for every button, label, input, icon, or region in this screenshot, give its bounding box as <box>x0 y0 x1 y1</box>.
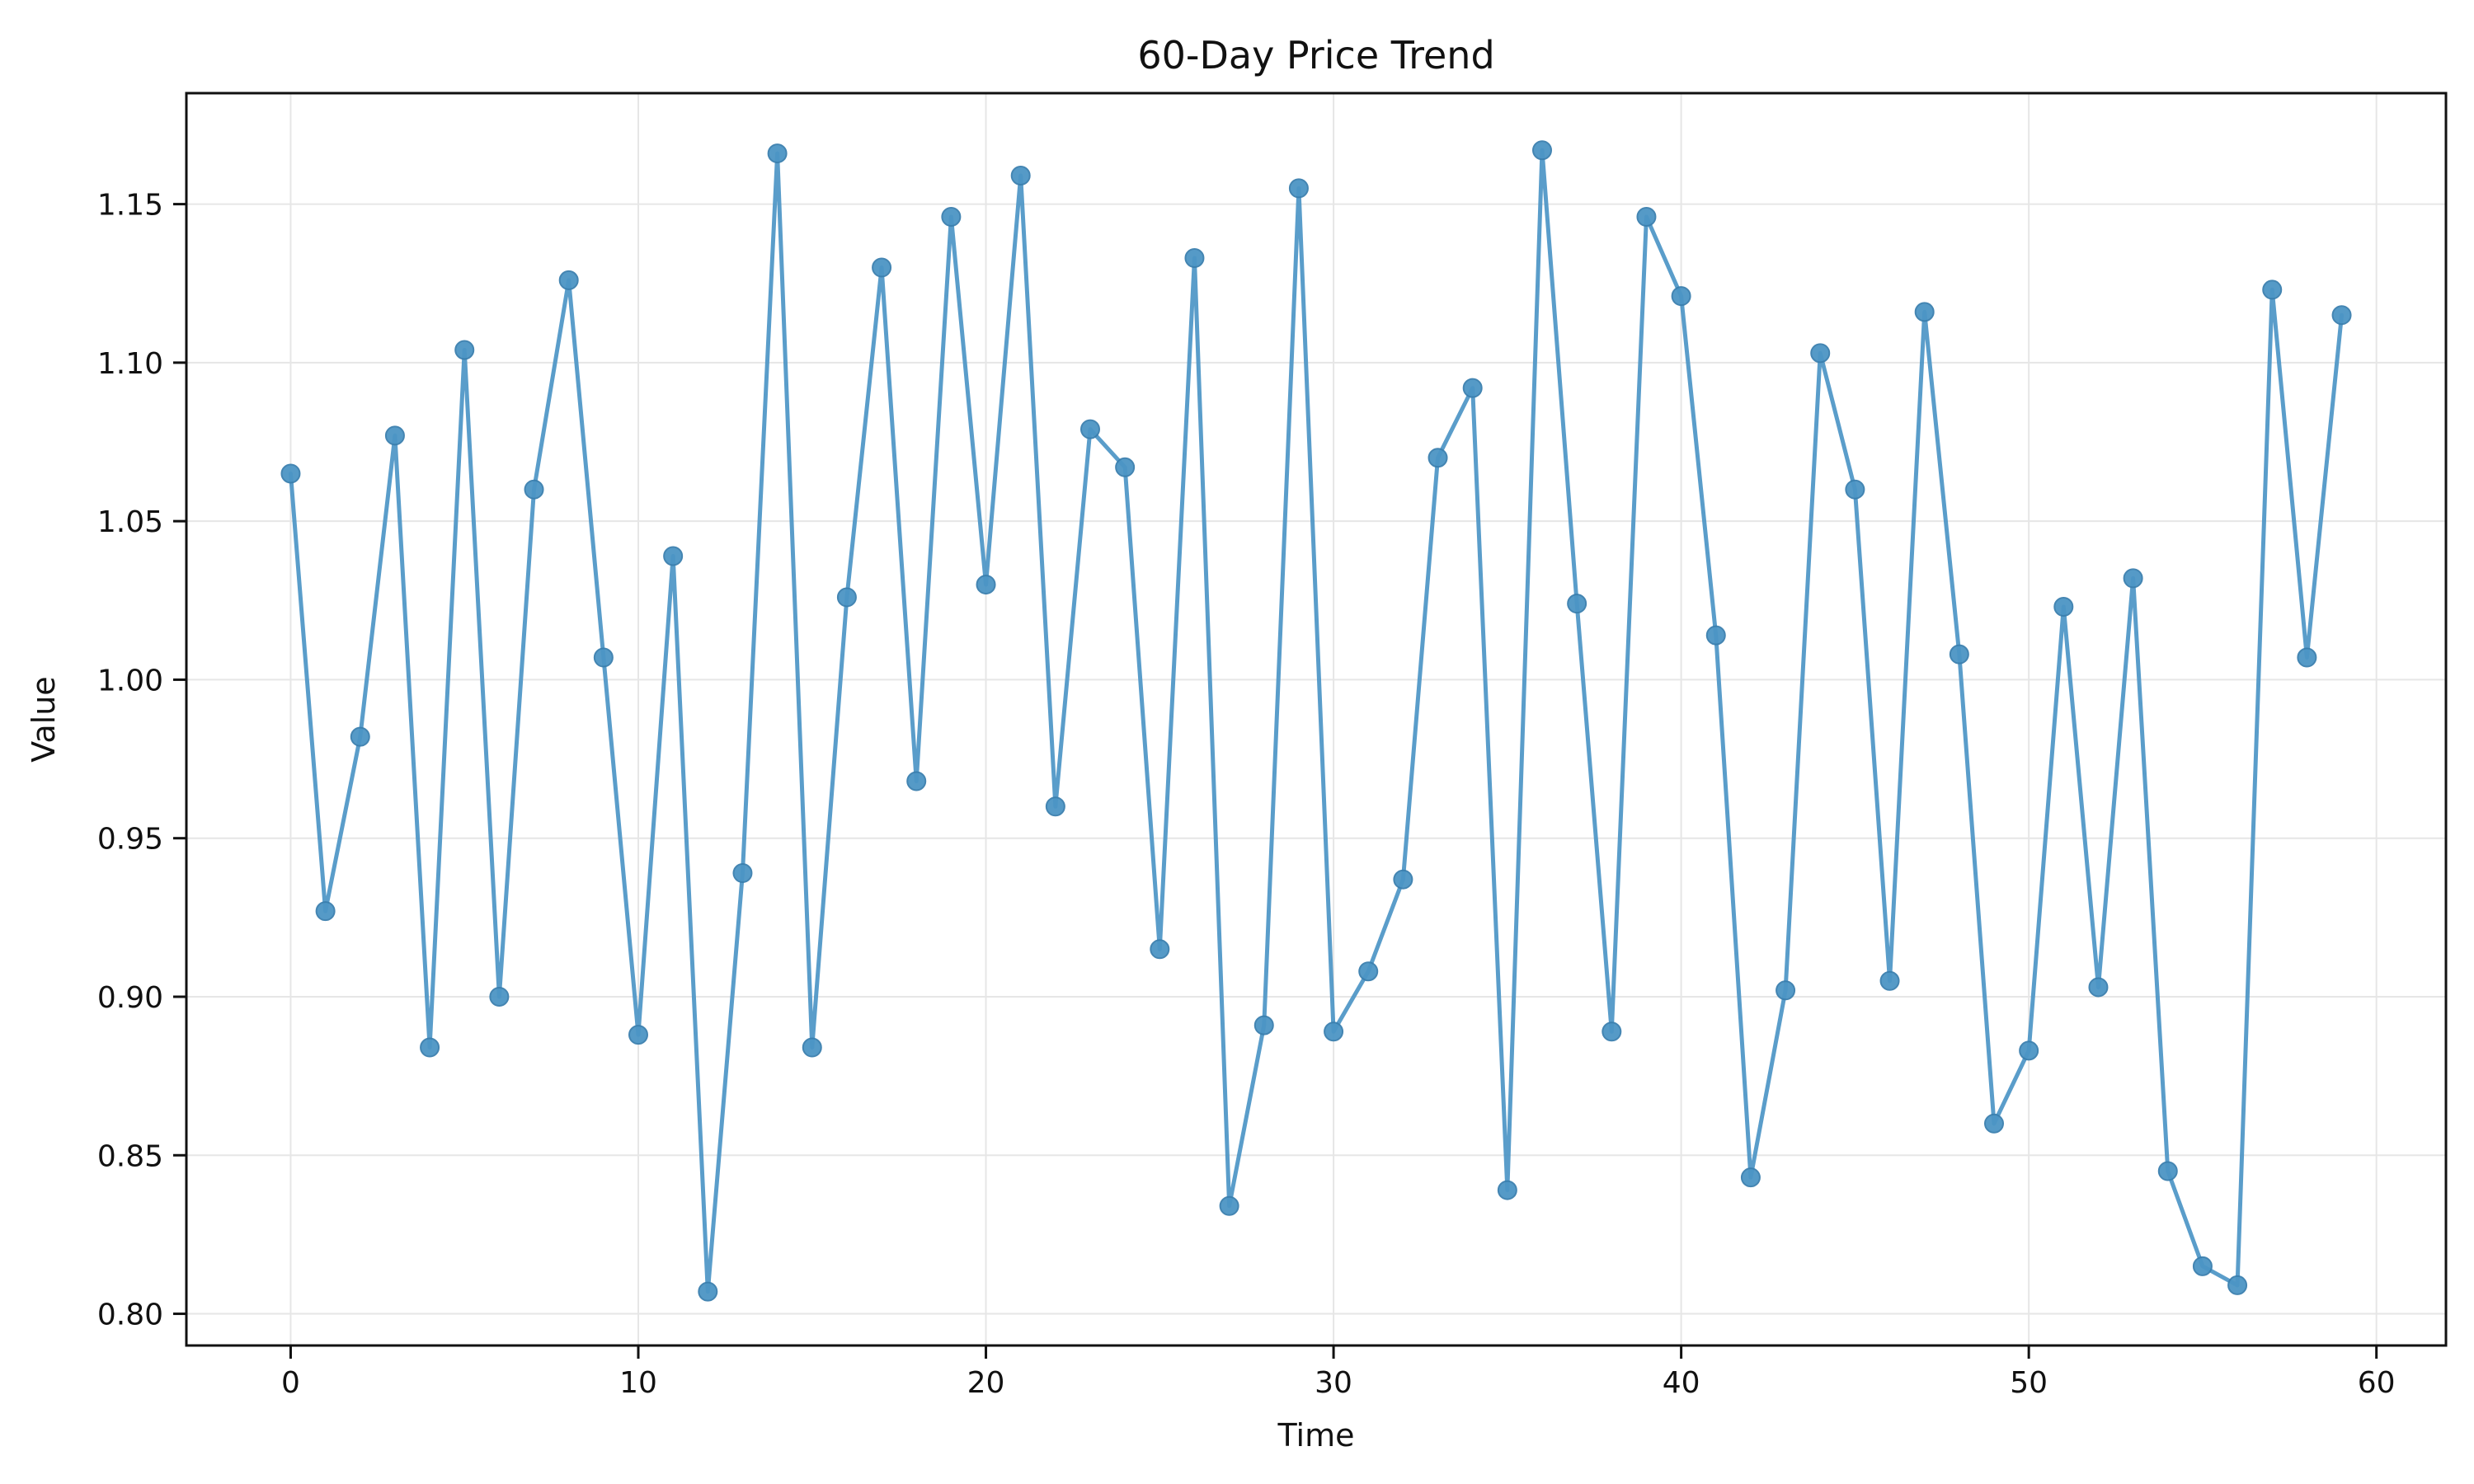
data-point <box>698 1281 718 1302</box>
grid-lines <box>186 93 2446 1345</box>
x-axis-ticks: 0 10 20 30 40 50 60 <box>281 1345 2396 1400</box>
data-point <box>2053 596 2074 617</box>
x-tick-label: 50 <box>2010 1366 2048 1400</box>
y-tick-label: 0.95 <box>97 823 163 857</box>
x-tick-label: 60 <box>2358 1366 2396 1400</box>
y-tick-label: 1.15 <box>97 189 163 223</box>
y-axis-ticks: 0.80 0.85 0.90 0.95 1.00 1.05 1.10 1.15 <box>97 189 186 1332</box>
data-point <box>802 1037 822 1058</box>
data-point <box>1010 165 1031 186</box>
data-point <box>1115 457 1136 477</box>
series-layer <box>280 140 2352 1302</box>
y-axis-label: Value <box>26 676 62 762</box>
data-point <box>384 425 405 446</box>
data-point <box>1184 247 1205 268</box>
data-point <box>1671 286 1691 307</box>
data-point <box>2297 647 2317 668</box>
plot-frame <box>185 92 2448 1347</box>
y-tick-label: 1.05 <box>97 505 163 539</box>
data-point <box>1080 419 1100 439</box>
data-point <box>1358 961 1379 982</box>
axes <box>185 92 2448 1347</box>
data-point <box>2192 1256 2213 1276</box>
data-point <box>1253 1015 1274 1036</box>
data-point <box>2262 279 2283 300</box>
data-point <box>1288 178 1309 199</box>
data-point <box>1636 206 1657 227</box>
data-point <box>836 587 857 608</box>
data-point <box>906 771 927 791</box>
data-point <box>1462 378 1483 398</box>
y-tick-label: 1.00 <box>97 664 163 697</box>
data-point <box>1740 1167 1761 1188</box>
data-point <box>1045 796 1065 817</box>
data-point <box>1150 939 1170 960</box>
data-point <box>1984 1113 2004 1134</box>
data-point <box>1324 1021 1344 1042</box>
data-point <box>2227 1275 2248 1295</box>
data-point <box>1427 448 1448 468</box>
data-point <box>593 647 614 668</box>
data-point <box>1393 869 1413 890</box>
data-point <box>1602 1021 1622 1042</box>
data-point <box>2157 1161 2178 1181</box>
y-tick-label: 0.80 <box>97 1298 163 1332</box>
data-point <box>315 901 336 922</box>
data-point <box>1810 343 1831 364</box>
data-point <box>663 546 684 566</box>
data-point <box>941 206 962 227</box>
data-point <box>1914 302 1935 322</box>
y-tick-label: 0.85 <box>97 1139 163 1173</box>
data-point <box>872 257 892 278</box>
data-point <box>1949 644 1969 665</box>
x-tick-label: 10 <box>619 1366 657 1400</box>
x-tick-label: 20 <box>967 1366 1005 1400</box>
data-point <box>1497 1180 1517 1200</box>
data-point <box>767 143 788 164</box>
chart-title: 60-Day Price Trend <box>1137 33 1494 77</box>
data-point <box>280 463 301 484</box>
data-point <box>2088 977 2109 998</box>
data-point <box>732 863 753 884</box>
data-point <box>976 575 996 595</box>
data-point <box>628 1025 648 1045</box>
data-point <box>1845 479 1865 500</box>
data-point <box>2331 305 2352 326</box>
data-point <box>524 479 544 500</box>
data-point <box>489 986 510 1007</box>
data-point <box>1705 625 1726 646</box>
data-point <box>420 1037 440 1058</box>
data-point <box>1879 970 1900 991</box>
y-tick-label: 0.90 <box>97 981 163 1015</box>
x-tick-label: 40 <box>1663 1366 1700 1400</box>
data-point <box>558 270 579 290</box>
y-tick-label: 1.10 <box>97 347 163 381</box>
data-point <box>1532 140 1552 161</box>
data-point <box>350 726 370 747</box>
data-point <box>1776 980 1796 1001</box>
x-tick-label: 30 <box>1315 1366 1352 1400</box>
data-point <box>2123 568 2143 589</box>
series-line <box>288 148 2345 1294</box>
x-tick-label: 0 <box>281 1366 300 1400</box>
data-point <box>1567 594 1587 614</box>
data-point <box>1219 1195 1239 1216</box>
data-point <box>2019 1040 2039 1061</box>
data-point <box>454 340 475 360</box>
x-axis-label: Time <box>1277 1417 1355 1453</box>
